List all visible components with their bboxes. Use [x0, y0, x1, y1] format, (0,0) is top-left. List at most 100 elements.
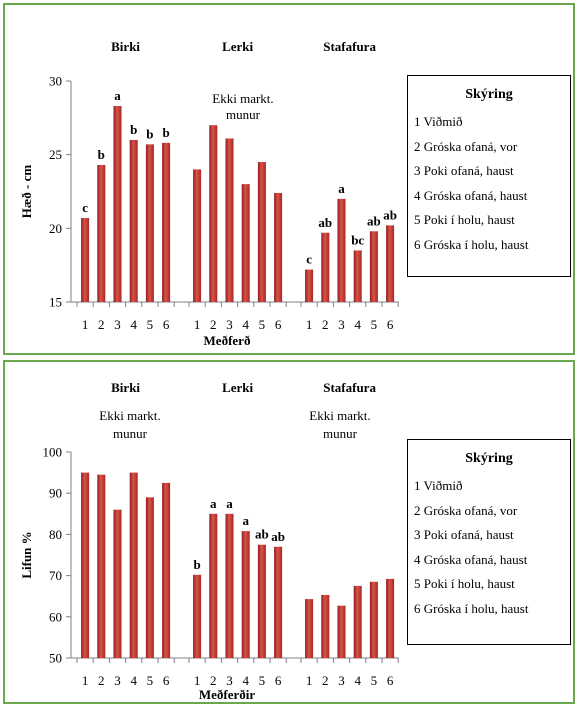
bar [321, 594, 330, 658]
legend-item: 6 Gróska í holu, haust [414, 600, 529, 616]
data-label: bc [351, 232, 364, 247]
bar [353, 585, 362, 658]
y-tick-label: 25 [49, 147, 62, 162]
bar [145, 497, 154, 658]
data-label: b [162, 125, 169, 140]
y-tick-label: 15 [49, 295, 62, 310]
bar [274, 192, 283, 302]
group-note: Ekki markt. [99, 408, 160, 423]
data-label: ab [271, 529, 285, 544]
y-tick-label: 100 [43, 445, 63, 460]
group-note: munur [323, 426, 358, 441]
legend-title: Skýring [465, 87, 513, 102]
bar [386, 578, 395, 658]
data-label: a [210, 496, 217, 511]
y-tick-label: 30 [49, 74, 62, 89]
legend-item: 2 Gróska ofaná, vor [414, 502, 518, 518]
bar [353, 250, 362, 302]
bar [129, 139, 138, 302]
legend-item: 1 Viðmið [414, 114, 463, 129]
legend-item: 3 Poki ofaná, haust [414, 527, 514, 542]
y-tick-label: 80 [49, 527, 62, 542]
x-tick-label: 2 [210, 673, 217, 688]
x-tick-label: 6 [275, 317, 282, 332]
x-tick-label: 3 [114, 317, 121, 332]
group-title: Lerki [222, 380, 253, 395]
bar [81, 218, 90, 302]
y-axis-label: Hæð - cm [19, 165, 34, 219]
legend-item: 6 Gróska í holu, haust [414, 236, 529, 252]
bar [321, 232, 330, 302]
x-tick-label: 2 [210, 317, 217, 332]
x-axis-label: Meðferðir [199, 687, 256, 702]
legend-title: Skýring [465, 451, 513, 466]
x-axis-label: Meðferð [204, 333, 251, 348]
bar [305, 269, 314, 302]
data-label: b [146, 126, 153, 141]
data-label: a [114, 88, 121, 103]
bar [113, 106, 122, 303]
x-tick-label: 4 [242, 317, 249, 332]
legend-item: 5 Poki í holu, haust [414, 576, 515, 591]
bar [162, 142, 171, 302]
x-tick-label: 6 [163, 673, 170, 688]
x-tick-label: 5 [147, 317, 154, 332]
legend-item: 1 Viðmið [414, 478, 463, 493]
x-tick-label: 6 [387, 673, 394, 688]
legend-item: 3 Poki ofaná, haust [414, 163, 514, 178]
bar [305, 599, 314, 658]
data-label: b [130, 122, 137, 137]
x-tick-label: 4 [242, 673, 249, 688]
x-tick-label: 5 [259, 317, 266, 332]
data-label: a [338, 181, 345, 196]
bar [81, 472, 90, 658]
chart-panel-survival: 50 60 70 80 90 100 Lifun % Meðferðir Birki Ekki m… [3, 360, 575, 704]
bar [225, 513, 234, 658]
y-tick-label: 70 [49, 568, 62, 583]
bar [257, 544, 266, 658]
bar [97, 164, 106, 302]
bar [241, 184, 250, 302]
bar [241, 531, 250, 658]
data-label: ab [367, 213, 381, 228]
legend-item: 2 Gróska ofaná, vor [414, 138, 518, 154]
bar [209, 513, 218, 658]
x-tick-label: 3 [338, 673, 345, 688]
bar [257, 162, 266, 302]
group-title: Stafafura [323, 380, 376, 395]
chart-panel-height: 15 20 25 30 Hæð - cm Meðferð Birki 1 c 2 b 3 a 4 b 5 b 6 b… [3, 3, 575, 355]
group-title: Lerki [222, 39, 253, 54]
legend-height: Skýring 1 Viðmið 2 Gróska ofaná, vor 3 P… [407, 75, 571, 277]
data-label: a [226, 496, 233, 511]
x-tick-label: 1 [82, 673, 89, 688]
x-tick-label: 3 [226, 317, 233, 332]
group-title: Birki [111, 39, 140, 54]
legend-survival: Skýring 1 Viðmið 2 Gróska ofaná, vor 3 P… [407, 439, 571, 645]
bar [97, 474, 106, 658]
x-tick-label: 6 [275, 673, 282, 688]
bar [225, 138, 234, 302]
bar [386, 225, 395, 302]
y-tick-label: 20 [49, 221, 62, 236]
data-label: ab [318, 215, 332, 230]
x-tick-label: 5 [259, 673, 266, 688]
y-tick-label: 60 [49, 609, 62, 624]
legend-item: 4 Gróska ofaná, haust [414, 187, 528, 203]
x-tick-label: 4 [130, 317, 137, 332]
data-label: b [193, 557, 200, 572]
x-tick-label: 4 [354, 317, 361, 332]
x-tick-label: 3 [338, 317, 345, 332]
x-tick-label: 4 [130, 673, 137, 688]
data-label: c [306, 252, 312, 267]
x-tick-label: 1 [82, 317, 89, 332]
x-tick-label: 2 [322, 317, 329, 332]
x-tick-label: 5 [371, 673, 378, 688]
x-tick-label: 1 [194, 673, 201, 688]
data-label: ab [255, 527, 269, 542]
x-tick-label: 4 [354, 673, 361, 688]
x-tick-label: 3 [114, 673, 121, 688]
data-label: b [98, 147, 105, 162]
x-tick-label: 5 [147, 673, 154, 688]
group-title: Stafafura [323, 39, 376, 54]
y-tick-label: 90 [49, 486, 62, 501]
